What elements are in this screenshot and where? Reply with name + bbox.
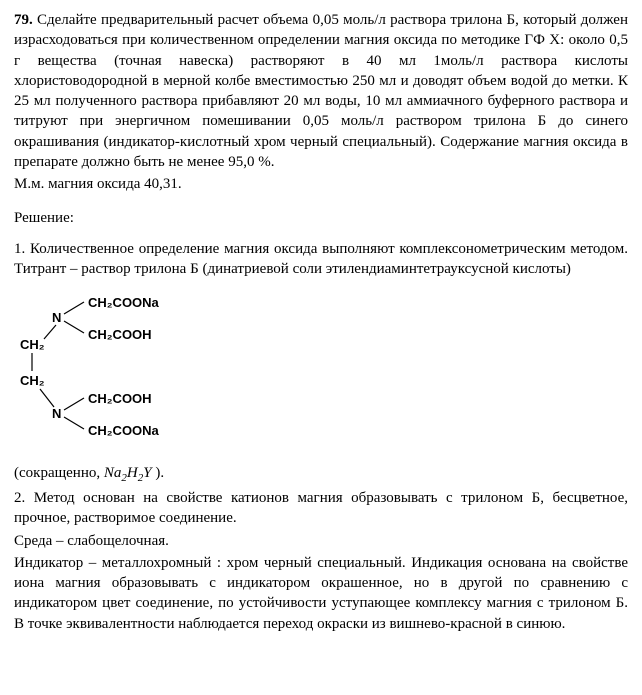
problem-text: Сделайте предварительный расчет объема 0… bbox=[14, 12, 628, 170]
svg-text:N: N bbox=[52, 310, 61, 325]
edta-structure-diagram: N CH₂COONa CH₂COOH CH₂ CH₂ N CH₂COOH CH₂COONa bbox=[18, 285, 628, 459]
problem-paragraph: 79. Сделайте предварительный расчет объе… bbox=[14, 10, 628, 172]
indicator-text: Индикатор – металлохромный : хром черный… bbox=[14, 553, 628, 634]
abbreviation-line: (сокращенно, Na2H2Y ). bbox=[14, 463, 628, 486]
svg-text:CH₂COOH: CH₂COOH bbox=[88, 391, 152, 406]
problem-number: 79. bbox=[14, 12, 33, 28]
svg-text:N: N bbox=[52, 406, 61, 421]
structure-svg: N CH₂COONa CH₂COOH CH₂ CH₂ N CH₂COOH CH₂COONa bbox=[18, 285, 228, 453]
svg-text:CH₂: CH₂ bbox=[20, 373, 45, 388]
solution-label: Решение: bbox=[14, 208, 628, 228]
point1-text: 1. Количественное определение магния окс… bbox=[14, 239, 628, 280]
molar-mass-line: М.м. магния оксида 40,31. bbox=[14, 174, 628, 194]
point2-text: 2. Метод основан на свойстве катионов ма… bbox=[14, 488, 628, 529]
medium-line: Среда – слабощелочная. bbox=[14, 531, 628, 551]
abbrev-suffix: ). bbox=[152, 465, 165, 481]
svg-text:CH₂COOH: CH₂COOH bbox=[88, 327, 152, 342]
svg-text:CH₂COONa: CH₂COONa bbox=[88, 423, 160, 438]
svg-text:CH₂COONa: CH₂COONa bbox=[88, 295, 160, 310]
svg-text:CH₂: CH₂ bbox=[20, 337, 45, 352]
abbrev-formula: Na2H2Y bbox=[104, 465, 152, 481]
abbrev-prefix: (сокращенно, bbox=[14, 465, 104, 481]
